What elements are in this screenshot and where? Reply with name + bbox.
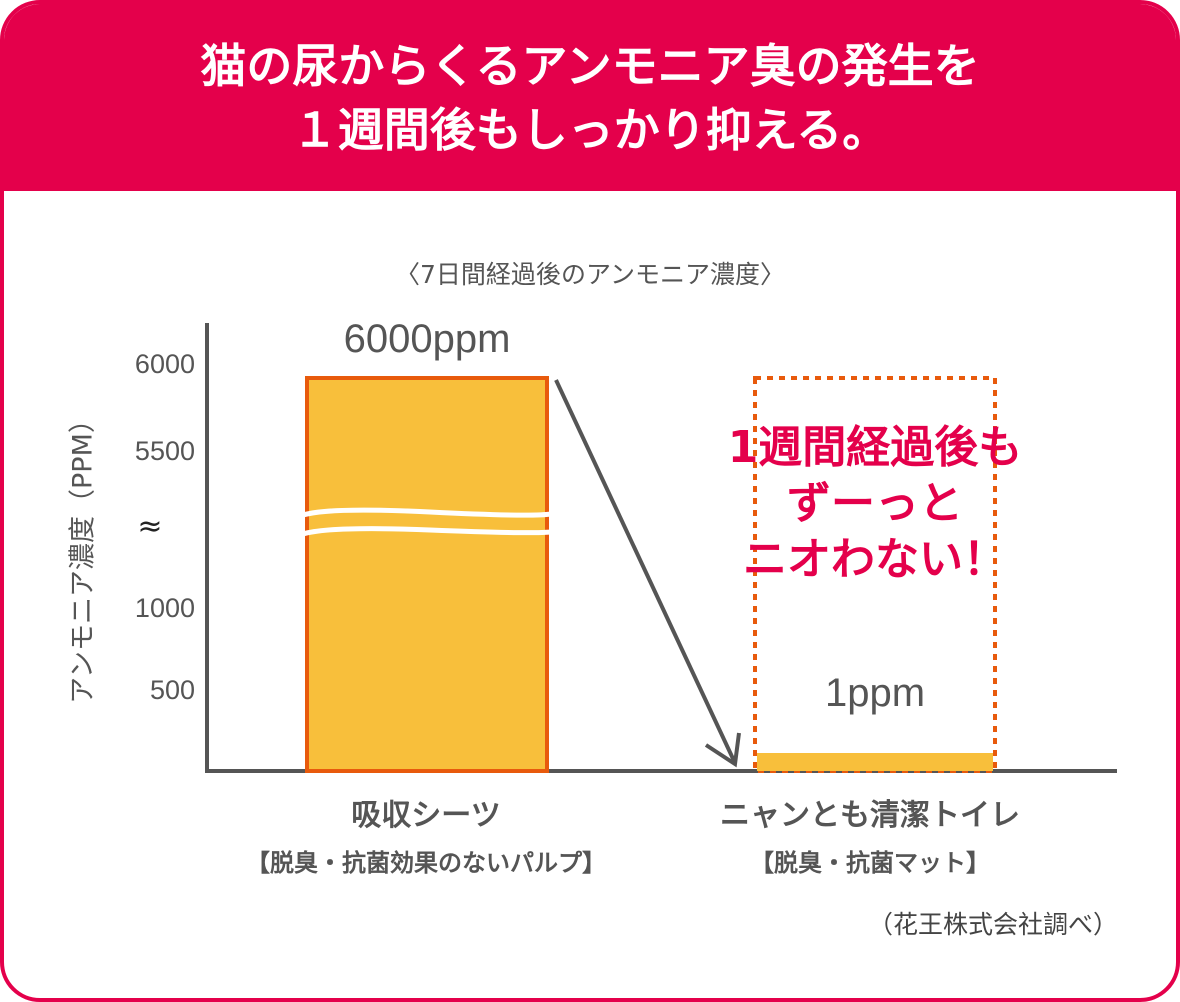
bar-break-line <box>302 526 552 537</box>
y-tick-label: 6000 <box>135 349 195 379</box>
callout-annotation: 1週間経過後も ずーっと ニオわない！ <box>680 420 1070 588</box>
headline-line-1: 猫の尿からくるアンモニア臭の発生を <box>200 39 980 93</box>
trend-arrow-head <box>704 732 741 768</box>
callout-line-3: ニオわない！ <box>743 534 1007 585</box>
callout-line-2: ずーっと <box>787 478 963 529</box>
bar-1 <box>757 753 993 771</box>
category-sublabel-0: 【脱臭・抗菌効果のないパルプ】 <box>246 849 606 877</box>
headline-line-2: １週間後もしっかり抑える。 <box>291 103 889 157</box>
chart-title: 〈7日間経過後のアンモニア濃度〉 <box>395 260 785 289</box>
category-label-1: ニャンとも清潔トイレ <box>720 798 1020 833</box>
bar-break-line <box>302 507 552 518</box>
data-label-0: 6000ppm <box>344 317 511 361</box>
callout-line-1: 1週間経過後も <box>727 422 1023 473</box>
y-tick-label: 500 <box>150 675 195 705</box>
bar-0 <box>305 376 549 773</box>
data-label-1: 1ppm <box>825 671 925 715</box>
y-tick-label: 1000 <box>135 593 195 623</box>
trend-arrow-shaft <box>554 379 737 764</box>
category-sublabel-1: 【脱臭・抗菌マット】 <box>750 849 990 877</box>
source-note: （花王株式会社調べ） <box>867 910 1118 939</box>
bar-1-outline <box>753 376 997 773</box>
y-tick-label: 5500 <box>135 436 195 466</box>
axis-break-symbol: ≈ <box>137 509 162 544</box>
headline-banner: 猫の尿からくるアンモニア臭の発生を １週間後もしっかり抑える。 <box>4 4 1176 191</box>
category-label-0: 吸収シーツ <box>351 798 501 833</box>
